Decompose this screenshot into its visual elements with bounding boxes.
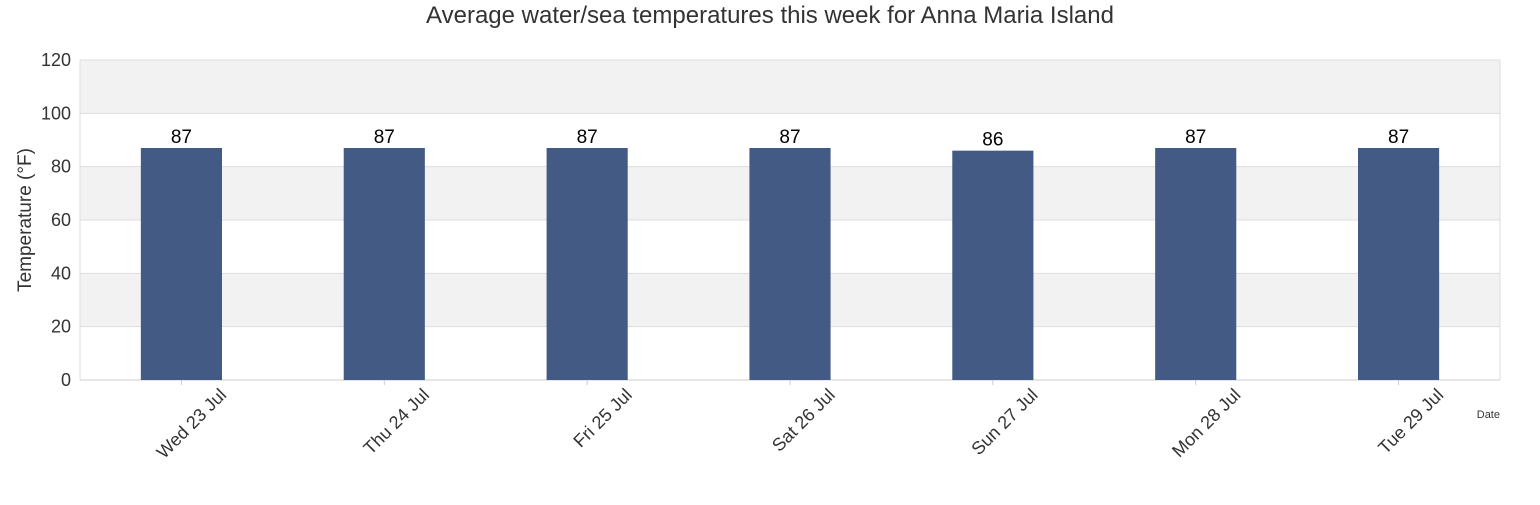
- y-tick-label: 20: [51, 317, 71, 337]
- plot-band: [80, 60, 1500, 114]
- data-label: 87: [577, 127, 598, 148]
- bar: [546, 148, 628, 380]
- x-tick-label: Sun 27 Jul: [967, 385, 1041, 459]
- x-tick-label: Sat 26 Jul: [768, 385, 839, 456]
- y-axis-ticks: 0 20 40 60 80 100 120: [41, 50, 71, 390]
- y-axis-label: Temperature (°F): [15, 148, 36, 292]
- bar: [140, 148, 222, 380]
- bar: [343, 148, 425, 380]
- data-label: 86: [982, 130, 1003, 151]
- x-tick-label: Fri 25 Jul: [569, 385, 635, 451]
- data-label: 87: [374, 127, 395, 148]
- data-label: 87: [779, 127, 800, 148]
- x-axis-label: Date: [1477, 409, 1500, 421]
- x-tick-label: Tue 29 Jul: [1374, 385, 1447, 458]
- x-tick-label: Mon 28 Jul: [1168, 385, 1244, 461]
- y-tick-label: 80: [51, 157, 71, 177]
- x-tick-label: Wed 23 Jul: [153, 385, 231, 463]
- y-tick-label: 60: [51, 210, 71, 230]
- y-tick-label: 100: [41, 103, 71, 123]
- y-tick-label: 0: [61, 370, 71, 390]
- data-label: 87: [1185, 127, 1206, 148]
- chart-title: Average water/sea temperatures this week…: [426, 2, 1114, 29]
- x-axis-ticks: Wed 23 Jul Thu 24 Jul Fri 25 Jul Sat 26 Jul…: [153, 380, 1447, 463]
- bar: [952, 150, 1034, 380]
- x-tick-label: Thu 24 Jul: [360, 385, 434, 459]
- data-labels: 87 87 87 87 86 87 87: [171, 127, 1409, 151]
- data-label: 87: [1388, 127, 1409, 148]
- data-label: 87: [171, 127, 192, 148]
- bar: [1155, 148, 1237, 380]
- bar: [1358, 148, 1440, 380]
- bar: [749, 148, 831, 380]
- bars: [140, 148, 1440, 380]
- y-tick-label: 120: [41, 50, 71, 70]
- y-tick-label: 40: [51, 263, 71, 283]
